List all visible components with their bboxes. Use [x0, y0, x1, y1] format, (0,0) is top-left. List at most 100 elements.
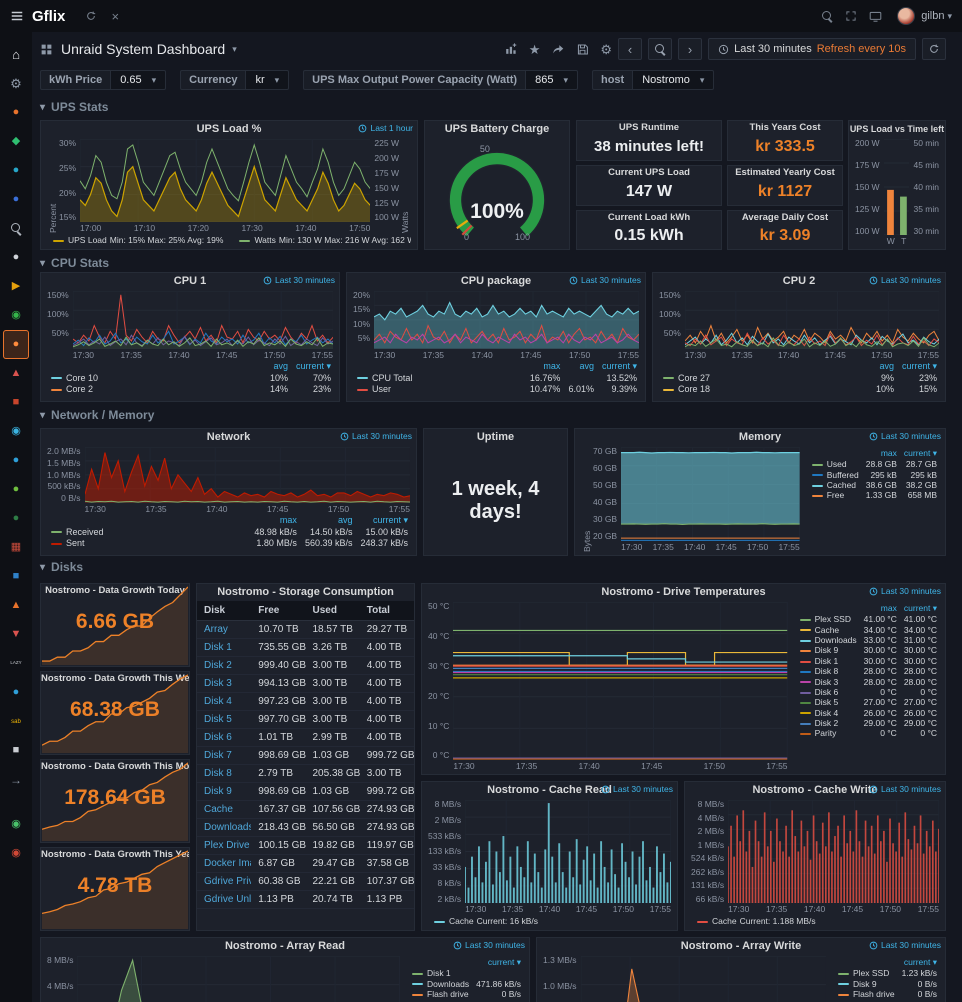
variable-value-dropdown[interactable]: 865 ▾ — [525, 70, 578, 90]
avatar[interactable] — [897, 7, 916, 25]
plot-area[interactable] — [42, 583, 188, 665]
legend-series-label[interactable]: Free — [805, 490, 859, 500]
sidebar-item-app-red-circle[interactable]: ◉ — [3, 839, 29, 868]
legend-series-label[interactable]: Disk 4 — [793, 708, 857, 718]
sidebar-item-app-red-box[interactable]: ■ — [3, 388, 29, 417]
disk-link[interactable]: Disk 4 — [197, 692, 252, 711]
sidebar-item-lazylibrarian[interactable]: LAZY — [3, 649, 29, 678]
legend-sort-header[interactable]: current ▾ — [903, 448, 937, 458]
row-header-ups-stats[interactable]: ▾ UPS Stats — [40, 100, 109, 114]
disk-link[interactable]: Disk 3 — [197, 674, 252, 693]
legend-sort-header[interactable]: current ▾ — [487, 957, 521, 967]
row-header-network-memory[interactable]: ▾ Network / Memory — [40, 408, 155, 422]
disk-link[interactable]: Gdrive Unlimited — [197, 890, 252, 909]
disk-link[interactable]: Array — [197, 620, 252, 639]
dashboard-title[interactable]: Unraid System Dashboard — [61, 41, 226, 57]
disk-link[interactable]: Disk 9 — [197, 782, 252, 801]
legend-series-label[interactable]: Disk 8 — [793, 666, 857, 676]
sidebar-item-app-bank[interactable]: ■ — [3, 736, 29, 765]
menu-icon[interactable] — [10, 9, 24, 23]
sidebar-item-app-blue-drop[interactable]: ● — [3, 678, 29, 707]
sidebar-item-organizr[interactable]: ● — [3, 98, 29, 127]
time-picker-button[interactable]: Last 30 minutes Refresh every 10s — [708, 38, 916, 60]
drive-temperatures-chart[interactable]: 50 °C 40 °C 30 °C 20 °C 10 °C 0 °C 17:30 17:35 1… — [428, 602, 939, 771]
refresh-button[interactable] — [922, 38, 946, 60]
panel-title[interactable]: Nostromo - Data Growth This Month — [41, 761, 189, 772]
panel-title[interactable]: Nostromo - Cache Read — [487, 784, 612, 796]
legend-series-label[interactable]: Received — [49, 527, 246, 539]
sidebar-item-plex[interactable]: ▶ — [3, 272, 29, 301]
sidebar-item-app-teal[interactable]: ● — [3, 156, 29, 185]
legend-series-label[interactable]: Disk 9 — [831, 979, 895, 989]
expand-icon[interactable] — [841, 6, 861, 26]
plot-area[interactable] — [42, 759, 188, 841]
legend-sort-header[interactable]: current ▾ — [901, 360, 937, 371]
plot-area[interactable] — [453, 602, 787, 760]
cache-write-chart[interactable]: 8 MB/s 4 MB/s 2 MB/s 1 MB/s 524 kB/s 262 kB/s… — [691, 800, 939, 927]
plot-area[interactable] — [465, 800, 671, 903]
close-icon[interactable]: × — [111, 8, 120, 24]
disk-link[interactable]: Disk 2 — [197, 656, 252, 675]
legend-item[interactable]: UPS Load Min: 15% Max: 25% Avg: 19% — [53, 235, 223, 245]
column-header[interactable]: Free — [251, 601, 306, 621]
legend-sort-header[interactable]: max — [880, 603, 897, 613]
variable-value-dropdown[interactable]: Nostromo ▾ — [632, 70, 715, 90]
plot-area[interactable] — [884, 139, 910, 235]
panel-title[interactable]: Network — [206, 431, 251, 443]
legend-series-label[interactable]: Plex SSD — [831, 968, 895, 978]
legend-series-label[interactable]: Disk 2 — [793, 718, 857, 728]
legend-sort-header[interactable]: current ▾ — [903, 957, 937, 967]
plot-area[interactable] — [42, 671, 188, 753]
legend-sort-header[interactable]: current ▾ — [903, 603, 937, 613]
time-forward-button[interactable]: › — [678, 38, 703, 60]
sidebar-item-sabnzbd[interactable]: sab — [3, 707, 29, 736]
sidebar-item-app-drop[interactable]: ● — [3, 446, 29, 475]
legend-series-label[interactable]: Disk 6 — [793, 687, 857, 697]
cpu-package-chart[interactable]: 20% 15% 10% 5% 17:30 17:35 17:40 17:45 17:50 17:5… — [353, 291, 639, 398]
legend-series-label[interactable]: Core 10 — [49, 373, 262, 385]
plot-area[interactable] — [42, 847, 188, 929]
sidebar-item-app-down-arrow[interactable]: ▼ — [3, 620, 29, 649]
zoom-out-button[interactable] — [648, 38, 673, 60]
network-chart[interactable]: 2.0 MB/s 1.5 MB/s 1.0 MB/s 500 kB/s 0 B/s 17:… — [47, 447, 410, 552]
disk-link[interactable]: Disk 6 — [197, 728, 252, 747]
sidebar-item-github[interactable]: ◉ — [3, 810, 29, 839]
legend-series-label[interactable]: Sent — [49, 538, 246, 550]
disk-link[interactable]: Cache — [197, 800, 252, 819]
panel-title[interactable]: CPU 1 — [173, 275, 207, 287]
column-header[interactable]: Total — [359, 601, 414, 621]
sidebar-item-app-green[interactable]: ◆ — [3, 127, 29, 156]
array-read-chart[interactable]: 8 MB/s4 MB/s2 MB/s1 MB/s17:3017:3517:401… — [47, 956, 523, 1002]
variable-value-dropdown[interactable]: 0.65 ▾ — [110, 70, 167, 90]
legend-sort-header[interactable]: current ▾ — [372, 514, 408, 525]
disk-link[interactable]: Disk 8 — [197, 764, 252, 783]
legend-sort-header[interactable]: avg — [273, 361, 288, 372]
variable-value-dropdown[interactable]: kr ▾ — [245, 70, 290, 90]
panel-title[interactable]: Average Daily Cost — [741, 212, 829, 223]
legend-series-label[interactable]: Downloads — [793, 635, 857, 645]
cache-read-chart[interactable]: 8 MB/s 2 MB/s 533 kB/s 133 kB/s 33 kB/s 8 kB/… — [428, 800, 671, 927]
star-icon[interactable]: ★ — [528, 41, 541, 57]
disk-link[interactable]: Downloads — [197, 818, 252, 837]
legend-sort-header[interactable]: avg — [579, 361, 594, 372]
legend-series-label[interactable]: Buffered — [805, 470, 859, 480]
legend-series-label[interactable]: Disk 5 — [793, 697, 857, 707]
plot-area[interactable] — [621, 447, 800, 541]
disk-link[interactable]: Docker Image — [197, 854, 252, 873]
sidebar-item-app-dark-green[interactable]: ● — [3, 504, 29, 533]
plot-area[interactable] — [684, 291, 939, 349]
brand-title[interactable]: Gflix — [32, 7, 66, 25]
legend-sort-header[interactable]: avg — [879, 361, 894, 372]
sidebar-item-settings[interactable]: ⚙ — [3, 69, 29, 98]
legend-series-label[interactable]: Flash drive — [831, 989, 895, 999]
panel-title[interactable]: This Years Cost — [749, 122, 821, 133]
legend-series-label[interactable]: Core 18 — [661, 384, 868, 396]
panel-title[interactable]: UPS Load % — [196, 123, 262, 135]
time-back-button[interactable]: ‹ — [618, 38, 643, 60]
plot-area[interactable] — [84, 447, 410, 503]
disk-link[interactable]: Plex Drive — [197, 836, 252, 855]
add-panel-icon[interactable] — [504, 42, 518, 56]
panel-title[interactable]: Uptime — [476, 431, 515, 443]
panel-title[interactable]: Estimated Yearly Cost — [735, 167, 835, 178]
plot-area[interactable] — [77, 956, 400, 1002]
